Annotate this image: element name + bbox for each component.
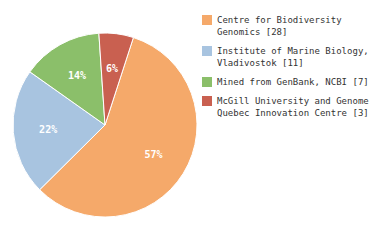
html-text:Mined from GenBank, NCBI [7]: Mined from GenBank, NCBI [7] [217,77,369,87]
svg-text:57%: 57% [145,149,163,160]
html-text:Institute of Marine Biology, V: Institute of Marine Biology, Vladivostok… [217,46,369,68]
html-text:Centre for Biodiversity Genomi: Centre for Biodiversity Genomics [28] [217,15,342,37]
html-text:McGill University and Genome Q: McGill University and Genome Quebec Inno… [217,96,369,118]
svg-text:22%: 22% [39,124,57,135]
svg-text:6%: 6% [106,63,118,74]
svg-text:14%: 14% [68,70,86,81]
